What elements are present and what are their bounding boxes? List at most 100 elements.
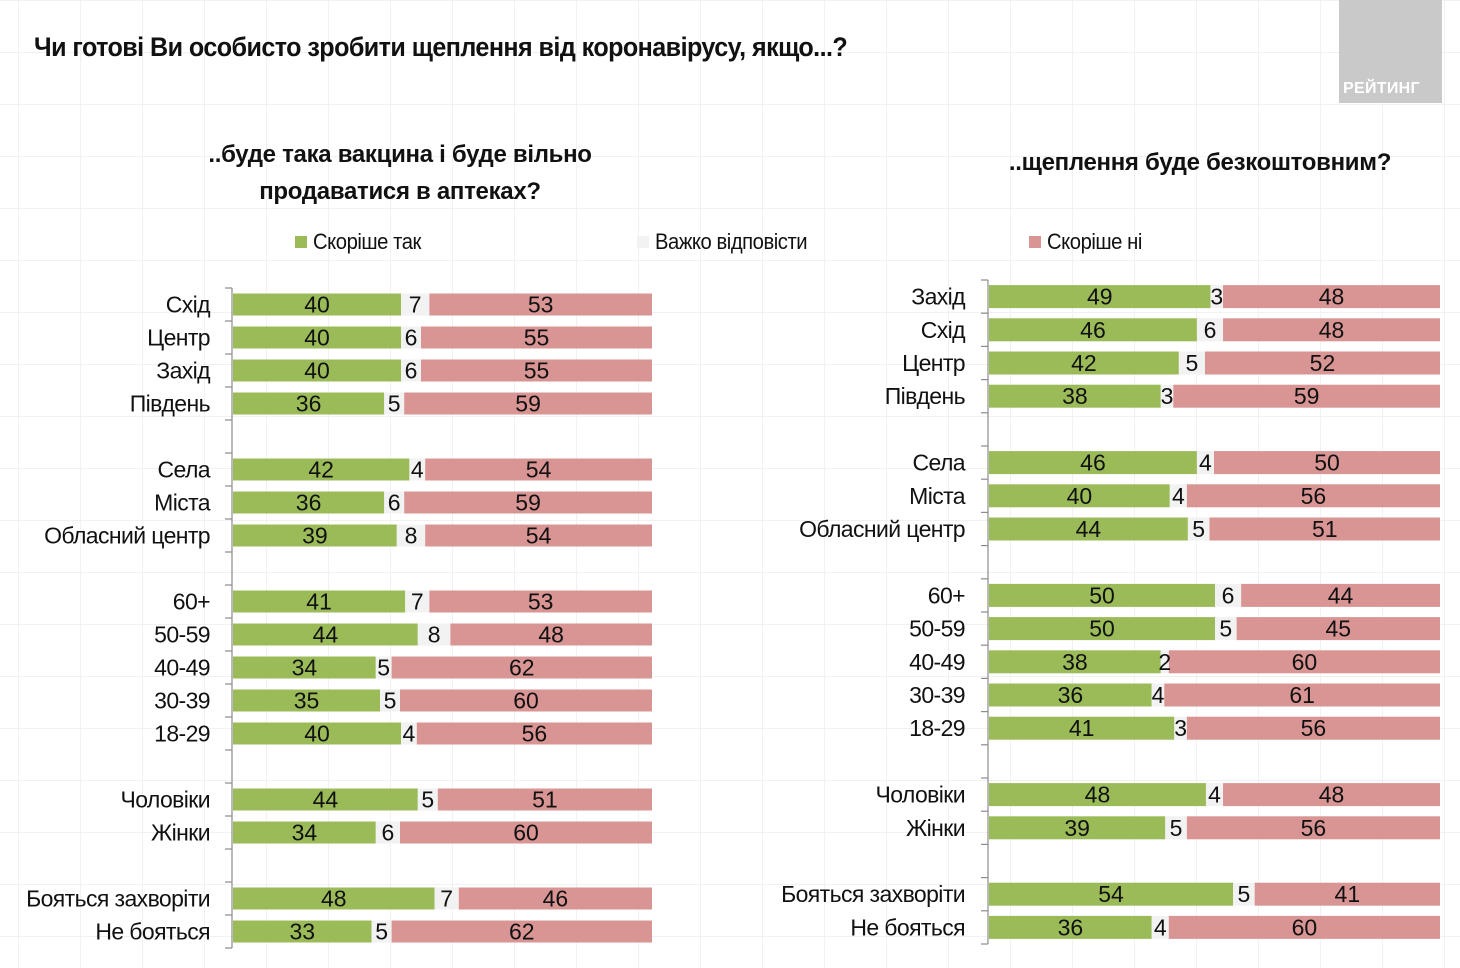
bar-hard-to-answer <box>1178 351 1205 375</box>
data-label-yes: 40 <box>1067 483 1093 509</box>
data-label-no: 46 <box>543 886 569 912</box>
data-label-hard: 6 <box>405 325 418 351</box>
data-label-yes: 42 <box>308 457 334 483</box>
bar-no <box>429 293 652 316</box>
category-label: 18-29 <box>154 721 210 747</box>
data-label-no: 62 <box>509 655 535 681</box>
bar-no <box>1164 683 1440 707</box>
category-label: Схід <box>921 317 966 343</box>
data-label-hard: 4 <box>1154 914 1167 940</box>
data-label-hard: 6 <box>1204 317 1217 343</box>
bar-yes <box>233 491 385 514</box>
bar-yes <box>989 683 1152 707</box>
category-label: Південь <box>130 391 211 417</box>
bar-yes <box>233 392 385 415</box>
data-label-yes: 46 <box>1080 317 1106 343</box>
bar-yes <box>989 583 1215 607</box>
data-label-hard: 4 <box>1208 782 1221 808</box>
legend-swatch-no <box>1029 236 1041 248</box>
bar-no <box>1241 583 1440 607</box>
bar-yes <box>233 689 380 712</box>
data-label-no: 51 <box>1312 516 1338 542</box>
bar-hard-to-answer <box>384 392 405 415</box>
bar-no <box>404 491 652 514</box>
bar-yes <box>233 590 406 613</box>
bar-hard-to-answer <box>1151 683 1165 707</box>
bar-no <box>425 458 652 481</box>
bar-no <box>425 524 652 547</box>
data-label-hard: 3 <box>1161 383 1174 409</box>
data-label-yes: 40 <box>304 325 330 351</box>
data-label-no: 55 <box>524 358 550 384</box>
data-label-no: 54 <box>526 523 552 549</box>
bar-hard-to-answer <box>1215 617 1237 641</box>
data-label-yes: 50 <box>1089 616 1115 642</box>
data-label-no: 60 <box>1292 649 1318 675</box>
data-label-yes: 36 <box>296 391 322 417</box>
data-label-no: 56 <box>1301 483 1327 509</box>
category-label: Жінки <box>151 820 210 846</box>
bar-no <box>1214 451 1440 475</box>
bar-no <box>1254 882 1440 906</box>
data-label-yes: 44 <box>1076 516 1102 542</box>
bar-hard-to-answer <box>1160 384 1174 408</box>
bar-yes <box>989 650 1161 674</box>
legend-item-hard: Важко відповісти <box>637 228 820 256</box>
bar-yes <box>989 783 1206 807</box>
category-label: Чоловіки <box>875 782 965 808</box>
bar-hard-to-answer <box>401 722 417 745</box>
data-label-yes: 40 <box>304 292 330 318</box>
data-label-no: 56 <box>1301 715 1327 741</box>
data-label-yes: 36 <box>296 490 322 516</box>
data-label-no: 59 <box>515 490 541 516</box>
category-label: Захід <box>156 358 211 384</box>
data-label-hard: 5 <box>375 919 388 945</box>
data-label-no: 60 <box>1292 914 1318 940</box>
data-label-yes: 40 <box>304 358 330 384</box>
data-label-yes: 39 <box>1064 815 1090 841</box>
bar-hard-to-answer <box>1151 915 1169 939</box>
data-label-yes: 36 <box>1058 914 1084 940</box>
bar-no <box>1186 484 1440 508</box>
category-label: Села <box>913 450 966 476</box>
data-label-hard: 5 <box>1186 350 1199 376</box>
data-label-hard: 5 <box>377 655 390 681</box>
bar-hard-to-answer <box>375 821 400 844</box>
data-label-hard: 5 <box>1219 616 1232 642</box>
data-label-hard: 4 <box>1152 682 1165 708</box>
bar-yes <box>233 788 418 811</box>
bar-hard-to-answer <box>401 359 421 382</box>
data-label-no: 41 <box>1335 881 1361 907</box>
bar-no <box>458 887 652 910</box>
bar-yes <box>233 326 401 349</box>
legend-swatch-yes <box>295 236 307 248</box>
data-label-no: 48 <box>1319 284 1345 310</box>
bar-hard-to-answer <box>1187 517 1210 541</box>
logo-text: РЕЙТИНГ <box>1343 80 1420 97</box>
chart-title-free: ..щеплення буде безкоштовним? <box>1008 149 1392 176</box>
category-label: 18-29 <box>909 715 965 741</box>
data-label-yes: 42 <box>1071 350 1097 376</box>
legend-label-no: Скоріше ні <box>1047 229 1142 254</box>
data-label-hard: 6 <box>382 820 395 846</box>
bar-hard-to-answer <box>401 293 430 316</box>
data-label-no: 51 <box>532 787 558 813</box>
data-label-no: 55 <box>524 325 550 351</box>
bar-no <box>400 689 652 712</box>
data-label-no: 56 <box>1301 815 1327 841</box>
bar-yes <box>989 882 1234 906</box>
bar-yes <box>233 821 376 844</box>
bar-hard-to-answer <box>1160 650 1169 674</box>
bar-no <box>1204 351 1440 375</box>
data-label-yes: 41 <box>1069 715 1095 741</box>
category-label: 30-39 <box>909 682 965 708</box>
bar-hard-to-answer <box>1196 451 1214 475</box>
data-label-hard: 6 <box>405 358 418 384</box>
data-label-hard: 7 <box>411 589 424 615</box>
bar-yes <box>233 458 410 481</box>
bar-yes <box>989 351 1179 375</box>
bar-hard-to-answer <box>1215 583 1242 607</box>
data-label-yes: 33 <box>290 919 316 945</box>
data-label-no: 52 <box>1310 350 1336 376</box>
